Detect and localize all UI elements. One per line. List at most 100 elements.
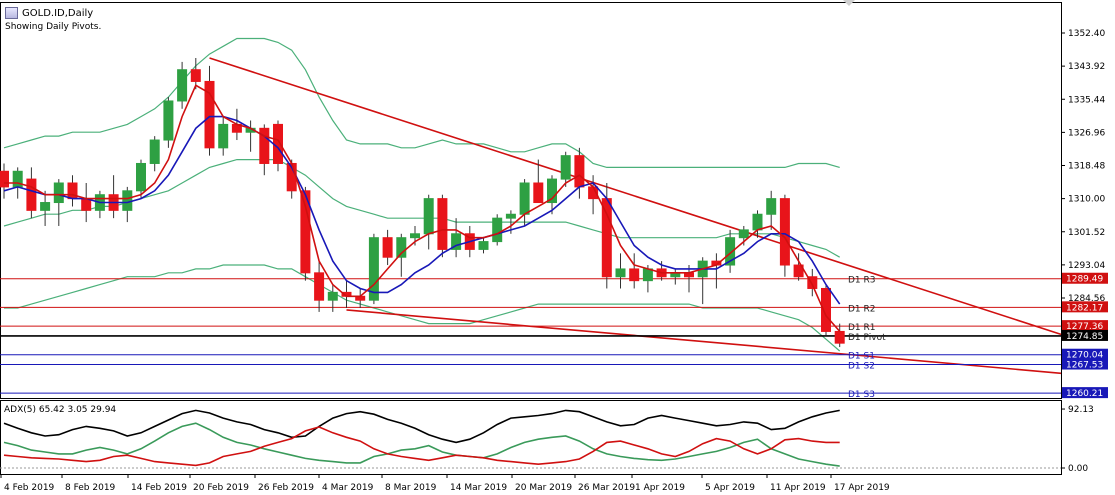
candle-body bbox=[451, 233, 462, 250]
scroll-down-icon[interactable] bbox=[843, 0, 855, 6]
time-tick-label: 14 Mar 2019 bbox=[450, 483, 507, 493]
candle-body bbox=[533, 182, 544, 204]
price-tick-label: 1310.00 bbox=[1068, 195, 1105, 205]
candle-body bbox=[547, 178, 557, 204]
price-axis: 1352.40 1343.92 1335.44 1326.96 1318.48 1310.… bbox=[1061, 29, 1105, 304]
candle-body bbox=[738, 229, 749, 239]
candle-body bbox=[725, 237, 736, 266]
candle-body bbox=[218, 123, 229, 149]
candle-body bbox=[53, 182, 64, 204]
pivot-price-tag bbox=[1062, 301, 1108, 313]
time-tick-label: 26 Mar 2019 bbox=[578, 483, 635, 493]
price-tick-label: 1352.40 bbox=[1068, 29, 1105, 39]
pivot-price-tag-label: 1270.04 bbox=[1066, 351, 1103, 361]
pivot-price-tag bbox=[1062, 329, 1108, 341]
time-tick-label: 4 Mar 2019 bbox=[322, 483, 374, 493]
pivot-price-tag-label: 1260.21 bbox=[1066, 389, 1103, 399]
band-upper-line bbox=[3, 37, 840, 168]
candle-body bbox=[368, 237, 379, 301]
candle-body bbox=[382, 237, 393, 258]
symbol-window-icon bbox=[5, 7, 18, 19]
plus-di-line bbox=[3, 422, 840, 467]
time-tick-label: 26 Feb 2019 bbox=[258, 483, 314, 493]
candle-body bbox=[40, 202, 51, 211]
candle-body bbox=[136, 162, 146, 192]
time-tick-label: 1 Apr 2019 bbox=[635, 483, 685, 493]
candle-body bbox=[437, 198, 448, 250]
pivot-line-label: D1 S2 bbox=[848, 362, 875, 372]
indicator-frame bbox=[0, 400, 1062, 475]
pivot-price-tag bbox=[1062, 348, 1108, 360]
pivot-price-tag-label: 1282.17 bbox=[1066, 303, 1103, 313]
pivot-lines bbox=[0, 278, 1061, 394]
pivot-line-label: D1 Pivot bbox=[848, 333, 886, 343]
candle-body bbox=[574, 155, 585, 188]
indicator-tick-label: 92.13 bbox=[1068, 405, 1094, 415]
pivot-line-label: D1 S1 bbox=[848, 352, 875, 362]
adx-line bbox=[3, 409, 840, 444]
time-tick-label: 20 Feb 2019 bbox=[193, 483, 249, 493]
chart-title-text: GOLD.ID,Daily bbox=[22, 7, 94, 19]
time-tick-label: 5 Apr 2019 bbox=[705, 483, 755, 493]
main-chart-frame bbox=[0, 2, 1062, 399]
band-lower-line bbox=[4, 264, 841, 352]
candle-body bbox=[122, 190, 133, 211]
candle-body bbox=[410, 233, 420, 239]
pivot-labels: D1 R3 1289.49 D1 R2 1282.17 D1 R1 1277.36 D1 P… bbox=[848, 272, 1108, 400]
pivot-price-tag-label: 1267.53 bbox=[1066, 361, 1103, 371]
pivot-price-tag bbox=[1062, 387, 1108, 399]
price-tick-label: 1335.44 bbox=[1068, 95, 1105, 105]
pivot-price-tag bbox=[1062, 358, 1108, 370]
pivot-price-tag bbox=[1062, 320, 1108, 332]
candle-body bbox=[26, 178, 37, 211]
time-tick-label: 20 Mar 2019 bbox=[515, 483, 572, 493]
candle-body bbox=[204, 80, 215, 149]
pivot-subtitle: Showing Daily Pivots. bbox=[5, 22, 102, 32]
candle-body bbox=[793, 264, 804, 278]
candle-body bbox=[752, 213, 763, 231]
pivot-price-tag-label: 1289.49 bbox=[1066, 275, 1103, 285]
candle-body bbox=[149, 139, 160, 164]
candle-body bbox=[423, 198, 434, 235]
indicator-axis: 92.13 0.00 bbox=[0, 405, 1094, 474]
candle-body bbox=[327, 291, 338, 301]
time-tick-label: 4 Feb 2019 bbox=[4, 483, 55, 493]
candle-body bbox=[81, 198, 92, 211]
pivot-line-label: D1 R2 bbox=[848, 304, 876, 314]
candle-body bbox=[396, 237, 407, 258]
pivot-price-tag-label: 1274.85 bbox=[1066, 332, 1103, 342]
candle-body bbox=[300, 190, 311, 274]
time-tick-label: 8 Mar 2019 bbox=[385, 483, 437, 493]
candle-body bbox=[190, 69, 201, 82]
pivot-line-label: D1 S3 bbox=[848, 390, 875, 400]
main-plot-border bbox=[0, 2, 1062, 399]
candle-body bbox=[314, 272, 325, 301]
time-axis: 4 Feb 2019 8 Feb 2019 14 Feb 2019 20 Feb 20… bbox=[0, 474, 890, 493]
trendlines bbox=[209, 57, 1062, 375]
time-tick-label: 11 Apr 2019 bbox=[770, 483, 826, 493]
pivot-line-label: D1 R1 bbox=[848, 323, 876, 333]
price-tick-label: 1326.96 bbox=[1068, 128, 1105, 138]
price-tick-label: 1301.52 bbox=[1068, 228, 1105, 238]
indicator-tick-label: 0.00 bbox=[1068, 464, 1088, 474]
time-tick-label: 8 Feb 2019 bbox=[65, 483, 116, 493]
time-tick-label: 17 Apr 2019 bbox=[834, 483, 890, 493]
candle-body bbox=[478, 241, 489, 250]
candle-body bbox=[821, 287, 831, 332]
candle-body bbox=[629, 268, 640, 282]
indicator-plot-border bbox=[0, 400, 1062, 475]
candle-body bbox=[163, 100, 174, 141]
ma-fast-line bbox=[4, 84, 841, 332]
candle-body bbox=[601, 198, 612, 278]
candle-body bbox=[834, 330, 845, 344]
pivot-price-tag bbox=[1062, 272, 1108, 284]
candle-body bbox=[519, 182, 530, 215]
candle-body bbox=[177, 69, 188, 102]
chart-title: GOLD.ID,Daily bbox=[5, 7, 93, 19]
candle-body bbox=[259, 127, 270, 164]
candle-body bbox=[505, 213, 516, 219]
price-tick-label: 1318.48 bbox=[1068, 162, 1105, 172]
candle-body bbox=[779, 198, 790, 266]
candle-body bbox=[807, 276, 818, 289]
